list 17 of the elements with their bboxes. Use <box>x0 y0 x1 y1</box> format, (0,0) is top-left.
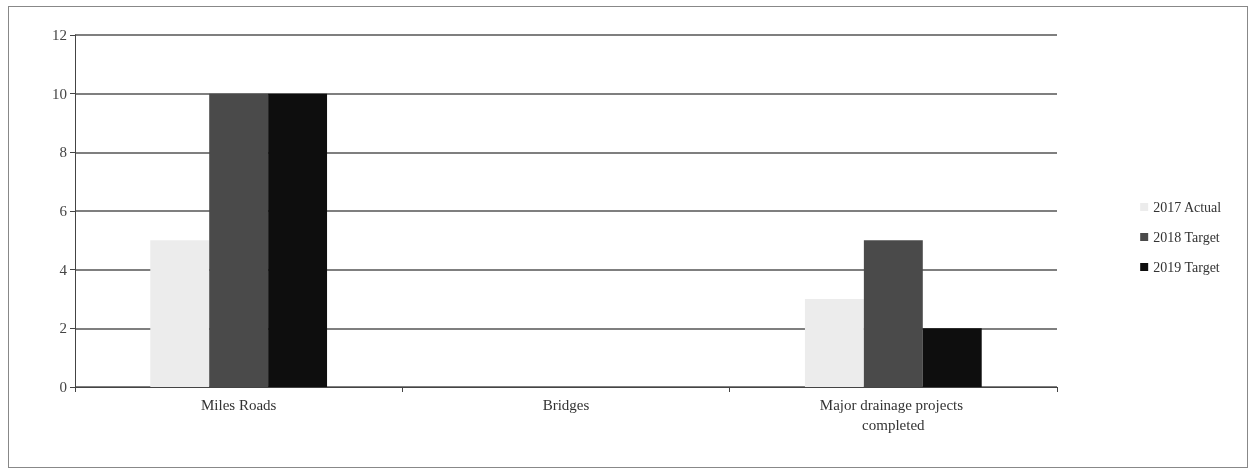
y-tick-label: 12 <box>52 27 67 43</box>
bar <box>268 93 328 387</box>
bar <box>804 299 864 387</box>
y-tick-label: 8 <box>59 144 67 161</box>
y-tick-label: 0 <box>59 379 67 395</box>
x-tick-label: Miles Roads <box>200 397 277 413</box>
y-tick-label: 2 <box>59 320 67 337</box>
y-tick-label: 4 <box>59 261 68 278</box>
legend-label: 2018 Target <box>1153 229 1220 245</box>
y-tick-label: 6 <box>59 203 68 219</box>
bar <box>922 328 982 387</box>
legend-label: 2019 Target <box>1153 259 1220 275</box>
bar <box>150 240 210 387</box>
legend-label: 2017 Actual <box>1153 199 1222 215</box>
y-tick-label: 10 <box>52 85 67 102</box>
x-tick-label: Major drainage projects completed <box>819 397 967 433</box>
x-tick-label: Bridges <box>542 397 590 413</box>
